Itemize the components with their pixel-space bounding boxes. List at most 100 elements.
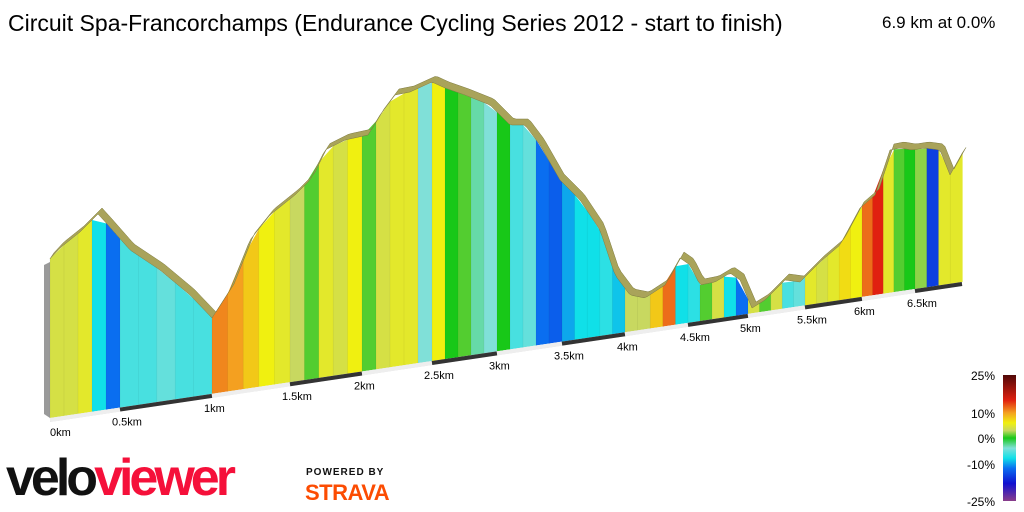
legend-label: -25% bbox=[967, 495, 995, 509]
grade-segment bbox=[432, 82, 446, 362]
km-tick-label: 4km bbox=[617, 341, 638, 353]
axis-segment bbox=[289, 371, 363, 387]
profile-ridge bbox=[49, 76, 967, 319]
grade-segment bbox=[418, 82, 433, 364]
grade-segment bbox=[759, 293, 772, 313]
grade-segment bbox=[650, 286, 664, 329]
axis-segment bbox=[119, 393, 213, 412]
axis-segment bbox=[861, 289, 916, 301]
grade-segment bbox=[770, 282, 783, 311]
grade-segment bbox=[390, 93, 405, 368]
legend-label: 25% bbox=[971, 369, 995, 383]
km-tick-label: 5.5km bbox=[797, 314, 827, 326]
grade-segment bbox=[362, 120, 377, 372]
grade-segment bbox=[78, 219, 93, 414]
grade-segment bbox=[243, 228, 260, 390]
km-tick-label: 0km bbox=[50, 427, 71, 439]
grade-segment bbox=[106, 222, 121, 410]
strava-logo[interactable]: STRAVA bbox=[305, 480, 390, 505]
legend-label: 10% bbox=[971, 407, 995, 421]
chart-title: Circuit Spa-Francorchamps (Endurance Cyc… bbox=[8, 10, 783, 36]
km-tick-label: 6.5km bbox=[907, 298, 937, 310]
grade-segment bbox=[915, 148, 928, 290]
grade-segment bbox=[536, 139, 550, 346]
axis-segment bbox=[804, 296, 863, 310]
km-tick-label: 2km bbox=[354, 380, 375, 392]
legend-label: -10% bbox=[967, 458, 995, 472]
grade-segment bbox=[274, 198, 291, 385]
grade-segment bbox=[50, 244, 65, 418]
grade-segment bbox=[782, 281, 795, 309]
grade-segment bbox=[662, 265, 676, 327]
grade-segment bbox=[290, 185, 305, 383]
grade-segment bbox=[904, 148, 916, 291]
grade-segment bbox=[839, 224, 852, 301]
grade-segment bbox=[523, 125, 537, 348]
grade-segment bbox=[625, 288, 639, 333]
axis-segment bbox=[624, 322, 689, 337]
axis-segment bbox=[496, 341, 563, 356]
km-tick-label: 0.5km bbox=[112, 417, 142, 429]
km-tick-label: 3km bbox=[489, 360, 510, 372]
grade-segment bbox=[883, 149, 895, 294]
profile-top-ridge bbox=[49, 76, 967, 319]
grade-segment bbox=[700, 282, 713, 322]
grade-segment bbox=[574, 194, 588, 340]
axis-segment bbox=[211, 382, 291, 398]
grade-segment bbox=[445, 88, 459, 360]
grade-segment bbox=[212, 292, 229, 394]
grade-segment bbox=[318, 145, 334, 378]
distance-axis bbox=[49, 282, 963, 422]
grade-segment bbox=[872, 168, 884, 296]
grade-segment bbox=[893, 148, 905, 293]
grade-segment bbox=[227, 255, 244, 392]
grade-segment bbox=[120, 238, 139, 408]
grade-segment bbox=[675, 264, 689, 325]
grade-segment bbox=[458, 92, 472, 358]
km-tick-label: 2.5km bbox=[424, 370, 454, 382]
grade-segment bbox=[562, 182, 576, 342]
veloviewer-logo[interactable]: veloviewer bbox=[6, 449, 236, 507]
axis-segment bbox=[431, 351, 498, 366]
grade-segment bbox=[484, 102, 498, 354]
grade-color-legend: 25% 10% 0% -10% -25% bbox=[967, 369, 1016, 509]
grade-segment bbox=[688, 263, 701, 323]
grade-segment bbox=[347, 136, 363, 374]
grade-segment bbox=[862, 196, 874, 297]
axis-segment bbox=[914, 282, 963, 293]
legend-label: 0% bbox=[978, 432, 996, 446]
grade-segment bbox=[712, 276, 725, 320]
grade-segment bbox=[376, 100, 391, 370]
grade-segment bbox=[793, 276, 806, 308]
legend-color-bar bbox=[1003, 375, 1016, 501]
profile-stripes bbox=[44, 82, 963, 418]
grade-segment bbox=[92, 220, 107, 412]
grade-segment bbox=[404, 88, 419, 366]
grade-segment bbox=[637, 294, 651, 331]
km-tick-label: 6km bbox=[854, 306, 875, 318]
profile-side-face bbox=[44, 262, 50, 418]
grade-segment bbox=[816, 254, 829, 304]
grade-segment bbox=[827, 245, 840, 303]
grade-segment bbox=[587, 210, 601, 338]
grade-segment bbox=[304, 161, 320, 381]
grade-segment bbox=[805, 265, 817, 306]
km-tick-label: 1km bbox=[204, 403, 225, 415]
km-tick-label: 3.5km bbox=[554, 351, 584, 363]
grade-segment bbox=[724, 276, 737, 318]
axis-segment bbox=[747, 305, 806, 318]
grade-segment bbox=[156, 267, 176, 403]
grade-segment bbox=[471, 97, 485, 356]
axis-segment bbox=[561, 332, 626, 346]
grade-segment bbox=[850, 205, 863, 299]
axis-segment bbox=[361, 361, 433, 376]
grade-segment bbox=[926, 148, 940, 288]
grade-segment bbox=[950, 152, 963, 284]
grade-segment bbox=[193, 298, 213, 397]
grade-segment bbox=[138, 255, 158, 405]
grade-segment bbox=[549, 160, 563, 344]
grade-segment bbox=[175, 282, 195, 400]
grade-segment bbox=[599, 229, 613, 337]
km-tick-label: 5km bbox=[740, 323, 761, 335]
